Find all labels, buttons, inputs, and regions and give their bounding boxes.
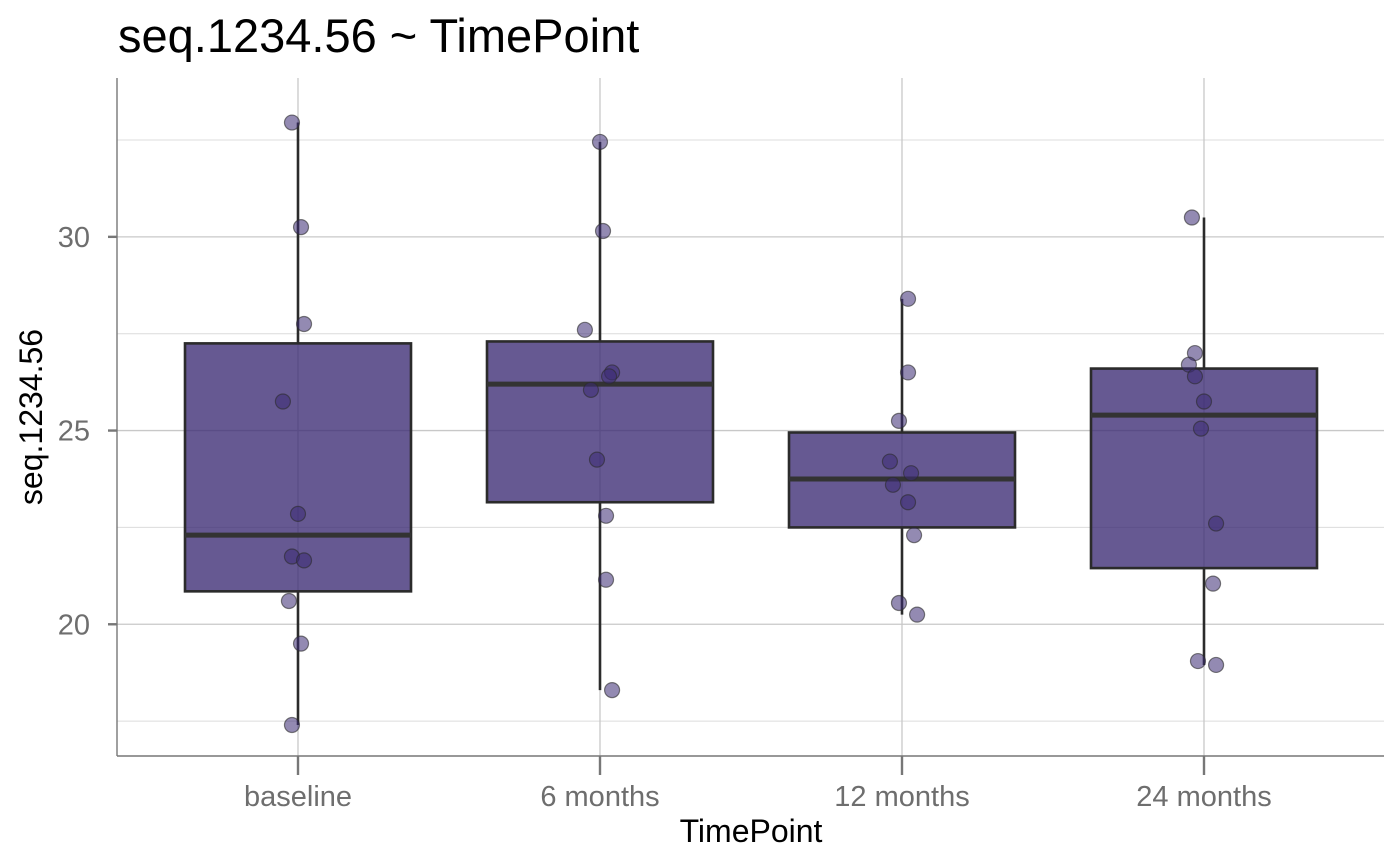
data-point	[902, 465, 920, 482]
x-tick-label: 24 months	[1136, 781, 1271, 813]
data-point	[881, 453, 899, 470]
box-6-months	[485, 141, 715, 691]
data-point	[274, 393, 291, 410]
data-point	[899, 290, 917, 307]
data-point	[600, 368, 618, 385]
data-point	[289, 505, 307, 522]
data-point	[280, 592, 298, 610]
data-point	[597, 571, 615, 588]
x-tick-label: 12 months	[834, 781, 969, 813]
data-point	[1204, 575, 1222, 592]
axes: 20 25 30 baseline 6 months 12 months 24 months	[58, 78, 1384, 813]
data-point	[890, 412, 908, 429]
box-iqr	[485, 340, 715, 504]
data-point	[1207, 656, 1225, 674]
x-tick-label: 6 months	[540, 781, 659, 813]
data-point	[295, 315, 313, 333]
data-point	[588, 451, 606, 468]
y-tick-label: 25	[58, 416, 90, 448]
box-baseline	[183, 122, 413, 726]
data-point	[890, 594, 908, 612]
x-axis-title: TimePoint	[680, 813, 823, 849]
box-24-months	[1089, 217, 1319, 665]
data-point	[283, 716, 301, 734]
data-point	[582, 381, 600, 398]
data-point	[1207, 515, 1225, 532]
data-point	[576, 321, 594, 338]
x-tick-label: baseline	[244, 781, 352, 813]
data-point	[283, 114, 301, 131]
chart-title: seq.1234.56 ~ TimePoint	[118, 9, 639, 62]
data-point	[899, 494, 917, 511]
data-point	[295, 552, 313, 569]
data-point	[292, 219, 310, 236]
data-point	[1183, 209, 1201, 226]
box-iqr	[183, 342, 413, 593]
data-point	[905, 527, 923, 544]
data-point	[594, 222, 612, 240]
y-tick-label: 30	[58, 222, 90, 254]
y-tick-label: 20	[58, 609, 90, 641]
data-point	[597, 507, 615, 524]
data-point	[1192, 420, 1210, 437]
data-point	[884, 476, 902, 493]
data-point	[908, 606, 926, 623]
y-axis-title: seq.1234.56	[13, 329, 49, 505]
data-points	[274, 114, 1225, 734]
data-point	[1189, 652, 1207, 670]
data-point	[1195, 393, 1213, 410]
boxes	[183, 122, 1319, 726]
data-point	[292, 635, 310, 652]
data-point	[591, 133, 609, 151]
data-point	[1186, 368, 1204, 385]
box-12-months	[787, 298, 1017, 615]
data-point	[603, 682, 621, 699]
data-point	[899, 364, 917, 381]
